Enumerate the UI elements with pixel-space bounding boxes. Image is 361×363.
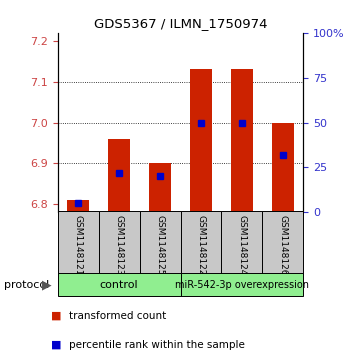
Bar: [271, 123, 294, 212]
Title: GDS5367 / ILMN_1750974: GDS5367 / ILMN_1750974: [94, 17, 267, 30]
Text: ■: ■: [51, 340, 61, 350]
Bar: [108, 139, 130, 212]
Text: GSM1148125: GSM1148125: [156, 215, 165, 276]
Text: percentile rank within the sample: percentile rank within the sample: [69, 340, 244, 350]
Bar: [262, 211, 303, 274]
Text: GSM1148123: GSM1148123: [115, 215, 123, 276]
Bar: [140, 211, 180, 274]
Bar: [180, 211, 221, 274]
Text: GSM1148121: GSM1148121: [74, 215, 83, 276]
Bar: [67, 200, 90, 212]
Text: miR-542-3p overexpression: miR-542-3p overexpression: [175, 280, 309, 290]
Text: protocol: protocol: [4, 280, 49, 290]
Bar: [58, 211, 99, 274]
Text: ■: ■: [51, 311, 61, 321]
Text: GSM1148126: GSM1148126: [278, 215, 287, 276]
Text: control: control: [100, 280, 138, 290]
Bar: [190, 69, 212, 212]
Text: transformed count: transformed count: [69, 311, 166, 321]
Bar: [180, 273, 303, 296]
Bar: [99, 211, 140, 274]
Text: GSM1148122: GSM1148122: [196, 215, 205, 276]
Text: ▶: ▶: [42, 278, 51, 291]
Text: GSM1148124: GSM1148124: [238, 215, 246, 276]
Bar: [149, 163, 171, 212]
Bar: [58, 273, 180, 296]
Bar: [231, 69, 253, 212]
Bar: [221, 211, 262, 274]
